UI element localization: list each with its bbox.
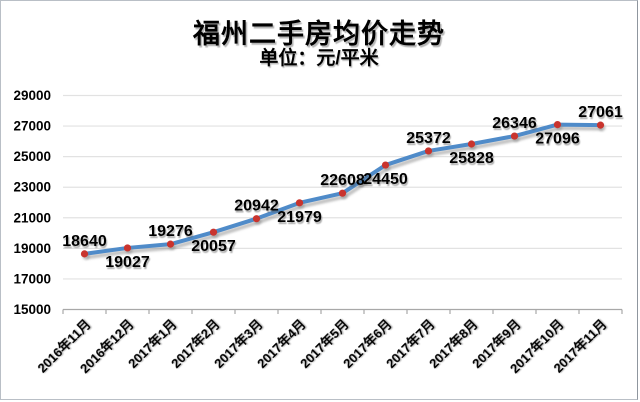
chart-subtitle: 单位：元/平米 xyxy=(259,48,379,69)
y-axis-tick-label: 17000 xyxy=(13,271,51,286)
data-label: 25828 xyxy=(449,150,494,167)
data-point-marker xyxy=(510,132,519,140)
data-label: 20942 xyxy=(234,198,279,215)
y-axis-tick-label: 25000 xyxy=(13,149,51,164)
data-label: 25372 xyxy=(406,130,451,147)
data-point-marker xyxy=(596,121,605,129)
data-label: 20057 xyxy=(191,238,236,255)
data-point-marker xyxy=(553,121,562,129)
data-point-marker xyxy=(467,140,476,148)
data-point-marker xyxy=(252,215,261,223)
data-label: 26346 xyxy=(492,115,537,132)
data-label: 27096 xyxy=(535,131,580,148)
y-axis-tick-label: 21000 xyxy=(13,210,51,225)
data-point-marker xyxy=(166,240,175,248)
data-label: 19276 xyxy=(148,223,193,240)
data-point-marker xyxy=(295,199,304,207)
y-axis-tick-label: 19000 xyxy=(13,241,51,256)
data-label: 19027 xyxy=(105,254,150,271)
data-point-marker xyxy=(80,250,89,258)
data-label: 21979 xyxy=(277,209,322,226)
data-label: 22608 xyxy=(320,172,365,189)
data-label: 27061 xyxy=(578,104,623,121)
data-point-marker xyxy=(424,147,433,155)
y-axis-tick-label: 15000 xyxy=(13,302,51,317)
chart-title: 福州二手房均价走势 xyxy=(193,19,445,49)
data-point-marker xyxy=(209,228,218,236)
y-axis-tick-label: 23000 xyxy=(13,180,51,195)
data-point-marker xyxy=(381,161,390,169)
y-axis-tick-label: 29000 xyxy=(13,88,51,103)
data-label: 18640 xyxy=(62,233,107,250)
data-label: 24450 xyxy=(363,171,408,188)
data-point-marker xyxy=(123,244,132,252)
y-axis-tick-label: 27000 xyxy=(13,119,51,134)
data-point-marker xyxy=(338,189,347,197)
